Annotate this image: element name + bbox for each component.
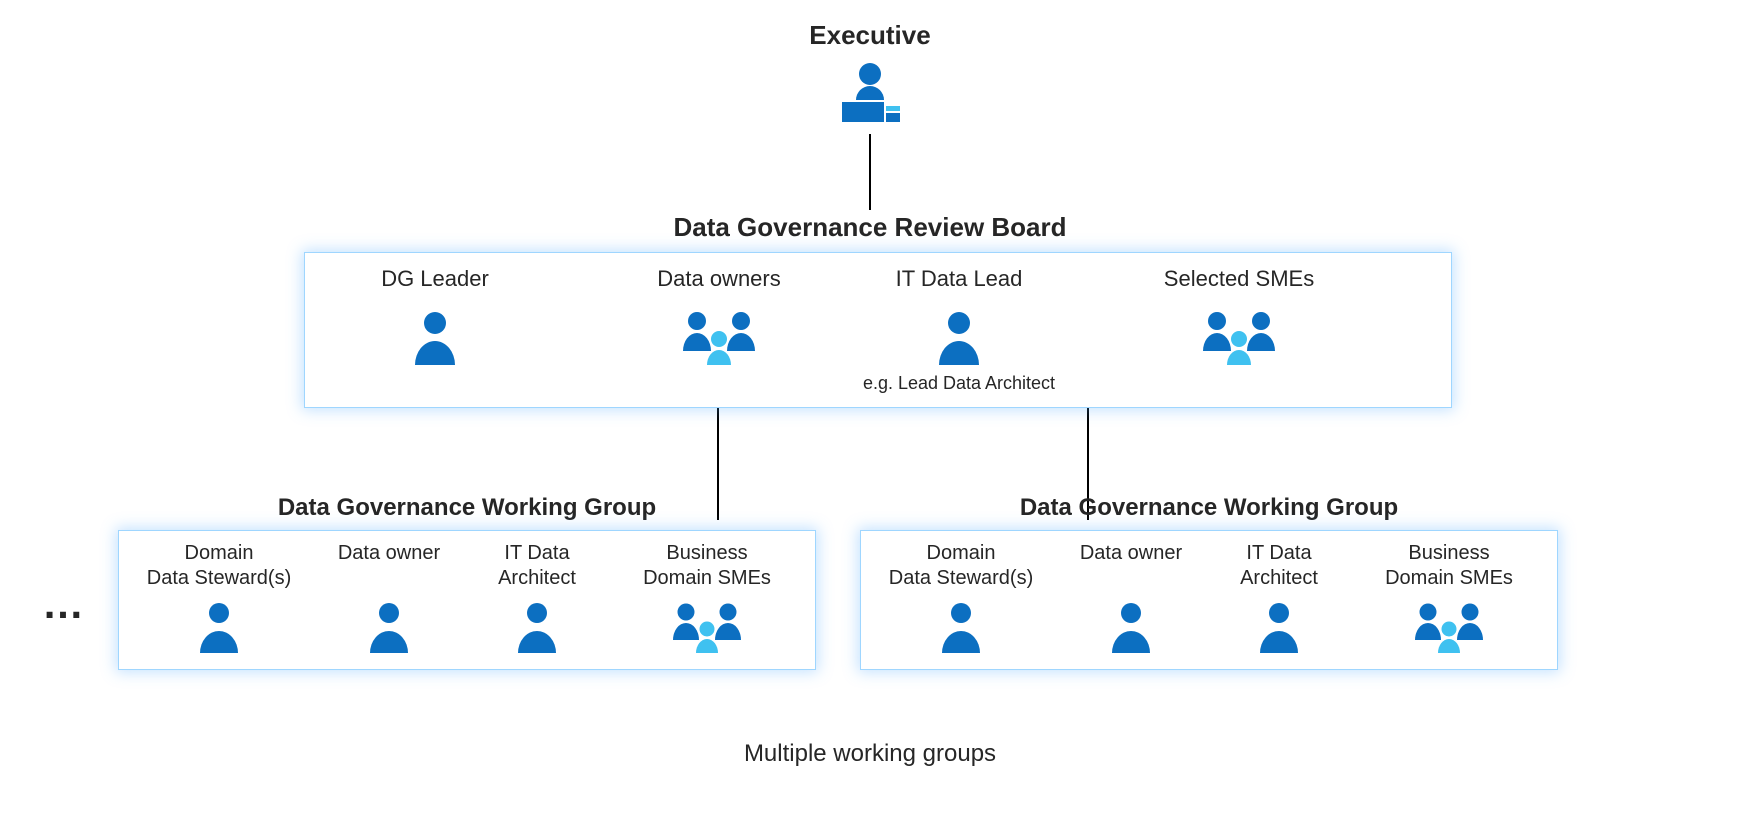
- connector-exec-to-board: [869, 134, 871, 210]
- wg-left-architect-icon: [509, 599, 565, 655]
- it-data-lead-subtext: e.g. Lead Data Architect: [839, 373, 1079, 394]
- wg-left-role-steward-label: Domain Data Steward(s): [129, 541, 309, 591]
- executive-title-text: Executive: [809, 20, 930, 50]
- wg-left-role-smes-label: Business Domain SMEs: [627, 541, 787, 591]
- wg-right-role-owner-label: Data owner: [1061, 541, 1201, 566]
- wg-right-role-architect-label: IT Data Architect: [1209, 541, 1349, 591]
- wg-right-title: Data Governance Working Group: [860, 494, 1558, 522]
- board-role-selected-smes-label: Selected SMEs: [1164, 265, 1314, 293]
- wg-left-smes-icon: [667, 599, 747, 655]
- board-title: Data Governance Review Board: [0, 212, 1740, 243]
- wg-right-smes-icon: [1409, 599, 1489, 655]
- wg-left-title-text: Data Governance Working Group: [278, 494, 656, 521]
- selected-smes-icon: [1197, 307, 1281, 367]
- it-data-lead-icon: [929, 307, 989, 367]
- wg-left-steward-icon: [191, 599, 247, 655]
- board-title-text: Data Governance Review Board: [673, 212, 1066, 242]
- wg-left-box: Domain Data Steward(s) Data owner IT Dat…: [118, 530, 816, 670]
- wg-right-owner-icon: [1103, 599, 1159, 655]
- board-role-dg-leader: DG Leader: [335, 265, 535, 293]
- board-role-data-owners-label: Data owners: [657, 265, 781, 293]
- wg-left-role-architect-label: IT Data Architect: [467, 541, 607, 591]
- board-box: DG Leader Data owners IT Data Lead e.g. …: [304, 252, 1452, 408]
- ellipsis: …: [42, 580, 86, 628]
- dg-leader-icon: [405, 307, 465, 367]
- executive-icon: [830, 58, 910, 128]
- wg-left-title: Data Governance Working Group: [118, 494, 816, 522]
- board-role-selected-smes: Selected SMEs: [1139, 265, 1339, 293]
- wg-right-role-steward-label: Domain Data Steward(s): [871, 541, 1051, 591]
- wg-right-steward-icon: [933, 599, 989, 655]
- wg-left-owner-icon: [361, 599, 417, 655]
- data-owners-icon: [677, 307, 761, 367]
- wg-right-title-text: Data Governance Working Group: [1020, 494, 1398, 521]
- board-role-dg-leader-label: DG Leader: [381, 265, 489, 293]
- board-role-it-data-lead: IT Data Lead: [859, 265, 1059, 293]
- board-role-it-data-lead-label: IT Data Lead: [896, 265, 1023, 293]
- board-role-data-owners: Data owners: [619, 265, 819, 293]
- executive-title: Executive: [0, 20, 1740, 51]
- wg-right-architect-icon: [1251, 599, 1307, 655]
- footer-text: Multiple working groups: [0, 740, 1740, 768]
- wg-left-role-owner-label: Data owner: [319, 541, 459, 566]
- wg-right-box: Domain Data Steward(s) Data owner IT Dat…: [860, 530, 1558, 670]
- wg-right-role-smes-label: Business Domain SMEs: [1369, 541, 1529, 591]
